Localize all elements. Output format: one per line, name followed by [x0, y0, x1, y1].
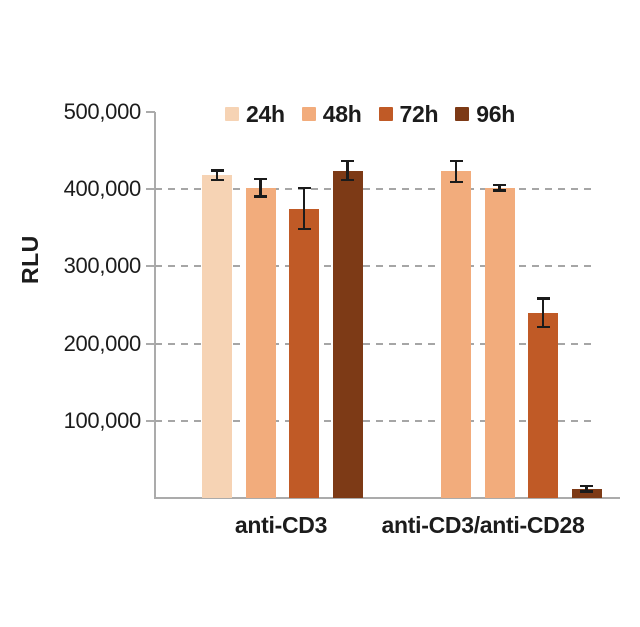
error-bar-cap-bottom — [449, 180, 463, 184]
error-bar-cap-top — [297, 186, 311, 190]
legend-swatch-24h — [225, 107, 240, 121]
error-bar-line — [346, 159, 349, 182]
error-bar-anti-cd3-72h — [297, 186, 311, 231]
y-axis-line — [154, 112, 156, 499]
bar-anti-cd3-48h — [245, 187, 276, 498]
error-bar-anti-cd3-48h — [254, 177, 267, 198]
error-bar-cap-top — [254, 177, 267, 181]
error-bar-line — [541, 297, 545, 329]
error-bar-cap-bottom — [210, 178, 224, 182]
legend-label-72h: 72h — [399, 101, 439, 127]
gridline-100000 — [155, 419, 597, 422]
error-bar-cap-bottom — [536, 325, 550, 329]
error-bar-line — [585, 484, 588, 493]
gridline-300000 — [155, 265, 597, 268]
category-label-anti-cd3: anti-CD3 — [234, 512, 328, 538]
error-bar-anti-cd3-anti-cd28-96h — [580, 484, 593, 493]
error-bar-line — [302, 186, 306, 231]
legend-item-72h: 72h — [378, 100, 439, 128]
error-bar-line — [454, 159, 458, 184]
error-bar-anti-cd3-24h — [210, 169, 224, 182]
error-bar-anti-cd3-anti-cd28-24h — [449, 159, 463, 184]
error-bar-cap-top — [449, 159, 463, 163]
error-bar-anti-cd3-anti-cd28-48h — [493, 183, 506, 192]
legend: 24h 48h 72h 96h — [155, 100, 585, 128]
y-tick-mark — [146, 419, 155, 422]
bar-anti-cd3-anti-cd28-24h — [441, 171, 471, 498]
y-tick-label: 100,000 — [63, 407, 142, 433]
error-bar-cap-top — [536, 297, 550, 300]
legend-swatch-48h — [301, 107, 316, 121]
gridline-400000 — [155, 188, 597, 191]
bar-anti-cd3-24h — [202, 175, 232, 498]
error-bar-cap-bottom — [493, 189, 506, 192]
legend-item-24h: 24h — [225, 100, 285, 128]
bar-anti-cd3-anti-cd28-48h — [484, 187, 515, 498]
bar-anti-cd3-anti-cd28-72h — [528, 312, 558, 498]
error-bar-cap-bottom — [297, 227, 311, 231]
y-axis-title: RLU — [17, 235, 43, 284]
y-tick-mark — [146, 111, 155, 113]
y-tick-mark — [146, 342, 155, 345]
legend-label-96h: 96h — [476, 101, 515, 127]
gridline-200000 — [155, 342, 597, 345]
legend-swatch-96h — [455, 107, 470, 121]
legend-label-24h: 24h — [246, 101, 285, 127]
error-bar-cap-bottom — [341, 178, 354, 182]
bar-anti-cd3-72h — [289, 208, 319, 498]
legend-label-48h: 48h — [322, 101, 362, 127]
error-bar-line — [259, 177, 262, 198]
y-tick-label: 400,000 — [63, 176, 142, 202]
error-bar-anti-cd3-anti-cd28-72h — [536, 297, 550, 329]
y-tick-label: 300,000 — [63, 253, 142, 279]
y-tick-mark — [146, 188, 155, 191]
error-bar-line — [215, 169, 219, 182]
error-bar-anti-cd3-96h — [341, 159, 354, 182]
category-label-anti-cd3-anti-cd28: anti-CD3/anti-CD28 — [381, 512, 585, 538]
plot-area — [155, 112, 618, 498]
y-tick-mark — [146, 265, 155, 268]
error-bar-cap-bottom — [580, 490, 593, 493]
error-bar-cap-top — [580, 484, 593, 488]
error-bar-cap-bottom — [254, 195, 267, 198]
x-axis-line — [154, 497, 620, 499]
error-bar-cap-top — [493, 183, 506, 187]
bar-anti-cd3-96h — [332, 170, 363, 498]
error-bar-cap-top — [210, 169, 224, 172]
y-tick-label: 500,000 — [63, 99, 142, 124]
error-bar-cap-top — [341, 159, 354, 163]
legend-swatch-72h — [378, 107, 393, 121]
y-tick-label: 200,000 — [63, 330, 142, 356]
legend-item-48h: 48h — [301, 100, 362, 128]
bar-anti-cd3-anti-cd28-96h — [571, 488, 602, 498]
error-bar-line — [498, 183, 501, 192]
legend-item-96h: 96h — [455, 100, 515, 128]
